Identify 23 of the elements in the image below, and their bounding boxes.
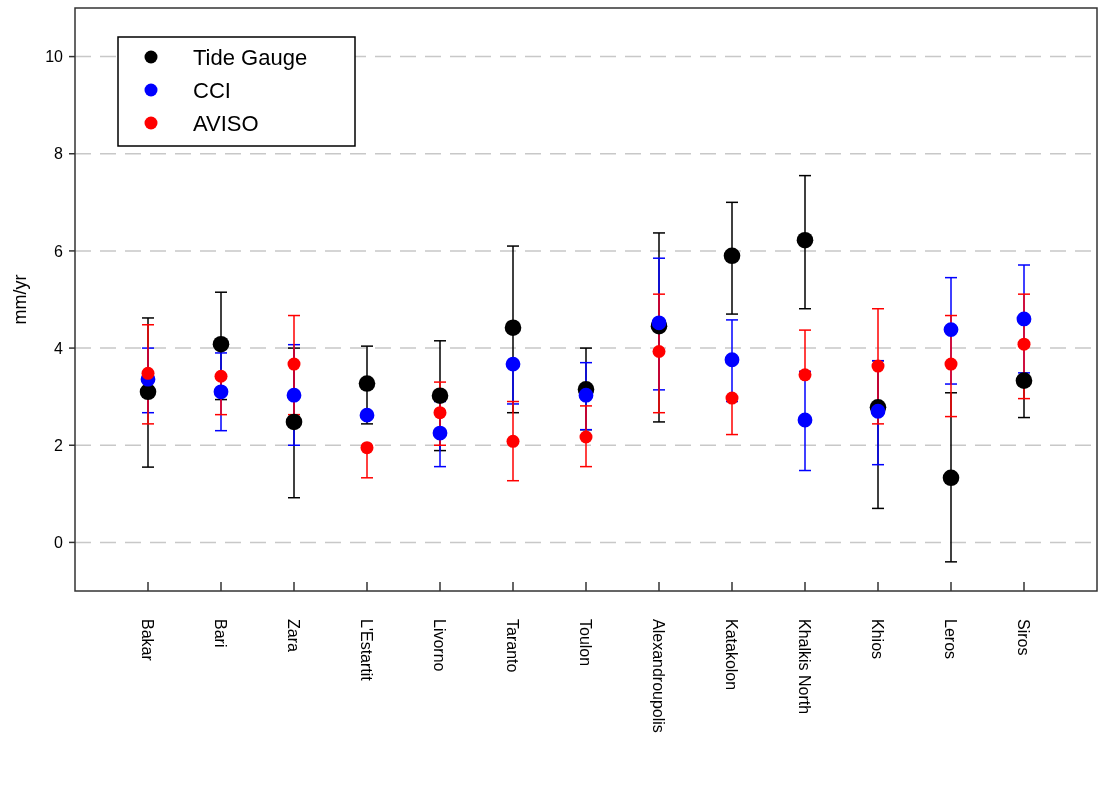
x-tick-label: Zara xyxy=(285,619,303,652)
legend-label: CCI xyxy=(193,77,231,103)
x-tick-label: Siros xyxy=(1015,619,1033,656)
y-tick-label: 6 xyxy=(54,242,64,260)
y-tick-label: 10 xyxy=(45,48,64,66)
legend-label: AVISO xyxy=(193,110,259,136)
x-tick-label: Khios xyxy=(869,619,887,660)
y-tick-label: 0 xyxy=(54,534,64,552)
y-axis-title: mm/yr xyxy=(10,274,30,325)
y-tick-label: 2 xyxy=(54,436,64,454)
x-tick-label: L'Estartit xyxy=(358,619,376,682)
y-tick-label: 4 xyxy=(54,339,64,357)
x-tick-label: Bari xyxy=(212,619,230,648)
x-tick-label: Katakolon xyxy=(723,619,741,691)
x-tick-label: Toulon xyxy=(577,619,595,667)
x-tick-label: Livorno xyxy=(431,619,449,672)
x-tick-label: Bakar xyxy=(139,619,157,662)
y-tick-label: 8 xyxy=(54,145,64,163)
legend-label: Tide Gauge xyxy=(193,44,308,70)
x-tick-label: Alexandroupolis xyxy=(650,619,668,733)
x-tick-label: Taranto xyxy=(504,619,522,673)
x-tick-label: Leros xyxy=(942,619,960,660)
x-tick-label: Khalkis North xyxy=(796,619,814,715)
